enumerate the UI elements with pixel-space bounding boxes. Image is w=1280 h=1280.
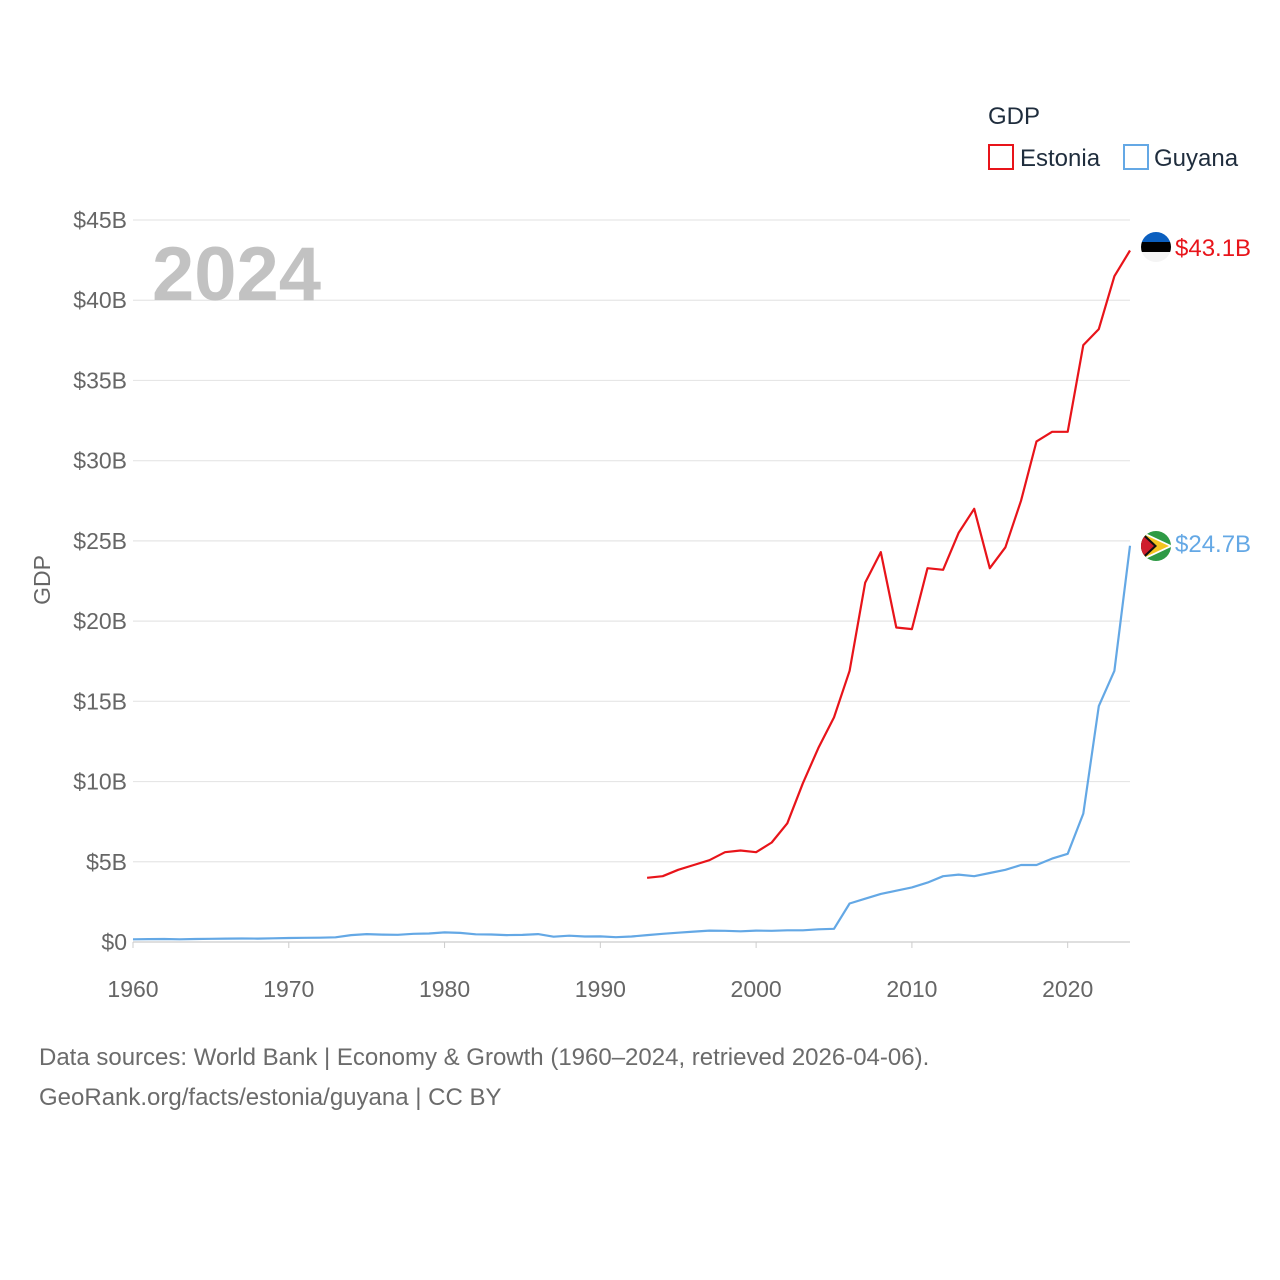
footer-sources: Data sources: World Bank | Economy & Gro… [39,1044,930,1071]
y-tick-label: $20B [73,608,127,634]
x-axis-ticks: 1960 1970 1980 1990 2000 2010 2020 [107,942,1093,1002]
x-tick-label: 2000 [731,976,782,1002]
y-axis-title: GDP [29,555,55,605]
y-tick-label: $35B [73,367,127,393]
y-tick-label: $15B [73,688,127,714]
y-tick-label: $40B [73,287,127,313]
legend-title: GDP [988,103,1040,130]
x-tick-label: 2020 [1042,976,1093,1002]
legend: GDP Estonia Guyana [988,103,1239,172]
series-line-guyana [132,545,1132,941]
x-tick-label: 2010 [886,976,937,1002]
x-tick-label: 1980 [419,976,470,1002]
x-tick-label: 1970 [263,976,314,1002]
legend-label-estonia: Estonia [1020,145,1101,172]
series-lines [132,249,1132,941]
y-tick-label: $0 [101,929,127,955]
legend-label-guyana: Guyana [1154,145,1239,172]
y-tick-label: $45B [73,207,127,233]
y-tick-label: $5B [86,849,127,875]
footer-credit: GeoRank.org/facts/estonia/guyana | CC BY [39,1084,502,1111]
end-label-estonia: $43.1B [1175,235,1251,262]
y-axis-ticks: $0 $5B $10B $15B $20B $25B $30B $35B $40B $45B [73,207,127,955]
x-tick-label: 1990 [575,976,626,1002]
y-tick-label: $30B [73,448,127,474]
legend-swatch-guyana [1123,144,1149,170]
estonia-flag-icon [1141,232,1171,262]
x-tick-label: 1960 [107,976,158,1002]
end-label-guyana: $24.7B [1175,531,1251,558]
series-line-estonia [646,249,1131,879]
y-tick-label: $10B [73,769,127,795]
guyana-flag-icon [1141,531,1171,561]
gridlines [133,219,1130,943]
legend-swatch-estonia [988,144,1014,170]
year-label: 2024 [152,232,321,317]
y-tick-label: $25B [73,528,127,554]
